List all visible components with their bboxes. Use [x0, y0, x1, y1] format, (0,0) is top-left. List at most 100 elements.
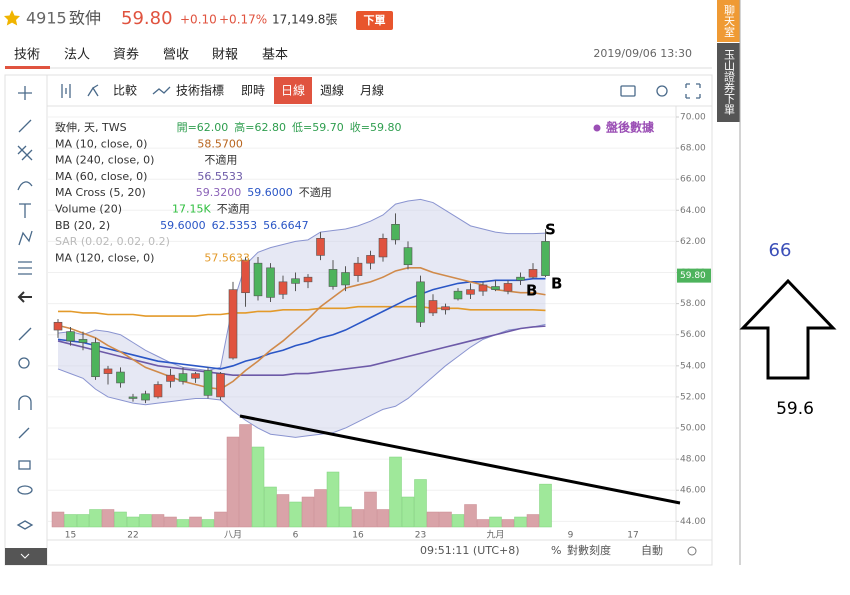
- back-tool[interactable]: [17, 291, 32, 303]
- tab[interactable]: 基本: [262, 48, 288, 63]
- candle-body: [178, 373, 188, 382]
- toolbar-item[interactable]: 週線: [320, 83, 344, 98]
- legend-row: MA (120, close, 0) 57.5633: [55, 251, 250, 264]
- volume-bar: [414, 479, 427, 528]
- lock-draw-tool[interactable]: [18, 427, 30, 439]
- price-chart: 44.00 46.00 48.00 50.00 52.00 54.00 56.00 58.00…: [48, 112, 711, 541]
- toolbar-item[interactable]: 日線: [281, 83, 305, 98]
- y-tick-label: 50.00: [680, 424, 706, 434]
- percent-toggle[interactable]: %: [551, 544, 561, 557]
- toolbar-item[interactable]: 即時: [241, 84, 265, 98]
- snapshot-icon[interactable]: [620, 85, 636, 97]
- legend-row: MA (240, close, 0) 不適用: [55, 153, 237, 167]
- prediction-tool[interactable]: [18, 261, 32, 275]
- volume-bar: [101, 509, 115, 528]
- pattern-tool[interactable]: [18, 230, 33, 246]
- tab[interactable]: 技術: [14, 48, 40, 63]
- broker-order-button[interactable]: [717, 43, 740, 122]
- collapse-arrow[interactable]: [20, 553, 30, 559]
- tab[interactable]: 法人: [64, 48, 90, 63]
- legend-row: Volume (20) 17.15K 不適用: [55, 202, 250, 216]
- auto-toggle[interactable]: 自動: [641, 543, 663, 557]
- fullscreen-icon[interactable]: [685, 83, 701, 99]
- legend-name: MA (240, close, 0): [55, 154, 154, 167]
- candle-body: [391, 224, 400, 241]
- candle-body: [78, 339, 88, 343]
- toolbar-item[interactable]: 技術指標: [176, 83, 224, 98]
- legend-value: 低=59.70: [292, 121, 344, 134]
- volume-bar: [326, 471, 340, 528]
- brush-tool[interactable]: [17, 181, 33, 191]
- candle-body: [128, 396, 138, 399]
- legend-value: 57.5633: [204, 251, 250, 264]
- drawing-tools: [5, 86, 47, 565]
- last-price-label: 59.80: [680, 271, 706, 281]
- candle-body: [91, 342, 100, 378]
- log-toggle[interactable]: 對數刻度: [567, 543, 611, 557]
- magnet-tool[interactable]: [18, 395, 32, 410]
- fib-tool[interactable]: [17, 145, 33, 161]
- text-tool[interactable]: [19, 203, 31, 218]
- active-interval[interactable]: [274, 77, 312, 104]
- compare-icon[interactable]: [87, 84, 99, 97]
- favorite-star[interactable]: [4, 10, 20, 26]
- interval-toolbar: 比較 技術指標 即時 日線 週線 月線: [113, 77, 384, 104]
- candles-icon[interactable]: [61, 84, 71, 98]
- candle-body: [53, 321, 63, 331]
- volume-bar: [89, 509, 102, 528]
- chat-button-label[interactable]: 聊天室: [723, 3, 736, 37]
- legend-row: MA Cross (5, 20) 59.3200 59.6000 不適用: [55, 185, 332, 199]
- layers-tool[interactable]: [16, 520, 34, 530]
- candle-body: [153, 384, 163, 398]
- x-tick-label: 9: [568, 531, 574, 541]
- order-button[interactable]: [356, 11, 393, 30]
- volume-bar: [201, 519, 215, 528]
- legend-name: 致伸, 天, TWS: [55, 120, 127, 134]
- broker-order-label[interactable]: 玉山證券下單: [723, 49, 736, 115]
- indicator-icon[interactable]: [152, 86, 171, 95]
- candle-body: [141, 393, 150, 401]
- toolbar-item[interactable]: 月線: [360, 83, 384, 98]
- indicator-line: [57, 267, 546, 390]
- candle-body: [66, 331, 75, 342]
- tab[interactable]: 財報: [212, 48, 238, 63]
- lock-tool[interactable]: [18, 460, 31, 470]
- volume-bar: [539, 483, 552, 528]
- legend-row: SAR (0.02, 0.02, 0.2): [55, 235, 170, 248]
- toolbar-item[interactable]: 比較: [113, 83, 137, 98]
- x-tick-label: 17: [627, 531, 638, 541]
- chat-button[interactable]: [717, 0, 740, 42]
- visibility-tool[interactable]: [17, 485, 33, 495]
- volume-bar: [389, 456, 402, 528]
- legend-value: 59.6000: [247, 186, 293, 199]
- measure-tool[interactable]: [18, 327, 32, 341]
- order-button-label[interactable]: 下單: [364, 14, 386, 27]
- crosshair-tool[interactable]: [18, 86, 32, 100]
- status-settings[interactable]: [687, 546, 697, 556]
- volume-bar: [151, 514, 165, 528]
- settings-icon[interactable]: [656, 85, 668, 97]
- candle-body: [378, 238, 388, 258]
- price-change: +0.10: [180, 13, 217, 27]
- legend-value: 高=62.80: [234, 120, 286, 134]
- zoom-tool[interactable]: [18, 357, 30, 369]
- legend-name: MA Cross (5, 20): [55, 186, 146, 199]
- tab[interactable]: 營收: [163, 48, 189, 63]
- y-tick-label: 48.00: [680, 455, 706, 465]
- status-time: 09:51:11 (UTC+8): [420, 544, 520, 557]
- legend-row: 致伸, 天, TWS 開=62.00 高=62.80 低=59.70 收=59.80: [55, 120, 401, 134]
- line-tool[interactable]: [18, 119, 32, 133]
- volume-bar: [176, 519, 190, 528]
- y-tick-label: 64.00: [680, 206, 706, 216]
- x-tick-label: 6: [293, 531, 299, 541]
- y-tick-label: 56.00: [680, 330, 706, 340]
- legend-row: MA (60, close, 0) 56.5533: [55, 170, 243, 183]
- volume-bar: [451, 514, 465, 528]
- band-lower: [57, 323, 546, 438]
- volume-bar: [426, 511, 440, 528]
- candle-body: [228, 289, 238, 359]
- candle-body: [541, 241, 550, 276]
- volume-bar: [501, 519, 515, 528]
- tab[interactable]: 資券: [113, 47, 139, 63]
- candle-body: [291, 278, 300, 284]
